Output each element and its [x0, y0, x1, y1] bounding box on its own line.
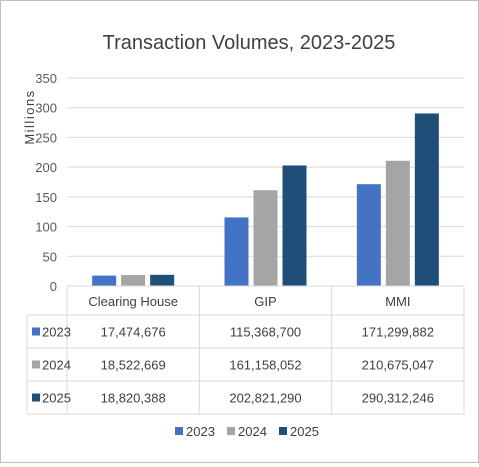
bar-2024-mmi: [385, 160, 410, 286]
bar-2025-clearing-house: [150, 274, 175, 286]
series-row-label: 2023: [42, 325, 71, 340]
legend: 2023 2024 2025: [175, 424, 319, 439]
bar-2023-gip: [224, 217, 249, 286]
y-tick-label: 350: [35, 71, 57, 86]
series-row-label: 2024: [42, 358, 71, 373]
bar-2025-gip: [282, 165, 307, 286]
series-row-label: 2025: [42, 391, 71, 406]
category-label: MMI: [385, 294, 410, 309]
bar-2025-mmi: [414, 113, 439, 286]
y-tick-label: 150: [35, 190, 57, 205]
legend-swatch: [227, 427, 235, 435]
y-tick-label: 250: [35, 130, 57, 145]
y-tick-label: 200: [35, 160, 57, 175]
bars: [92, 113, 439, 286]
y-axis: 0 50 100 150 200 250 300 350: [35, 71, 57, 294]
y-tick-label: 0: [50, 279, 57, 294]
data-label: 202,821,290: [229, 391, 301, 406]
bar-2023-clearing-house: [92, 275, 117, 286]
category-label: Clearing House: [88, 294, 178, 309]
series-key-swatch: [32, 393, 40, 402]
series-key-swatch: [32, 360, 40, 369]
bar-2024-gip: [253, 190, 278, 286]
legend-label: 2024: [238, 424, 267, 439]
legend-swatch: [175, 427, 183, 435]
y-tick-label: 100: [35, 220, 57, 235]
category-label: GIP: [254, 294, 276, 309]
y-tick-label: 300: [35, 101, 57, 116]
data-label: 210,675,047: [362, 358, 434, 373]
data-label: 171,299,882: [362, 325, 434, 340]
data-label: 290,312,246: [362, 391, 434, 406]
legend-swatch: [279, 427, 287, 435]
data-label: 18,522,669: [101, 358, 166, 373]
bar-2024-clearing-house: [121, 274, 146, 286]
series-key-swatch: [32, 327, 40, 336]
y-axis-label: Millions: [22, 89, 37, 144]
legend-label: 2025: [290, 424, 319, 439]
data-label: 18,820,388: [101, 391, 166, 406]
legend-label: 2023: [186, 424, 215, 439]
data-label: 17,474,676: [101, 325, 166, 340]
data-table: Clearing House GIP MMI 2023 17,474,676 115,36…: [26, 285, 465, 415]
y-tick-label: 50: [43, 249, 57, 264]
data-label: 161,158,052: [229, 358, 301, 373]
chart-title: Transaction Volumes, 2023-2025: [103, 32, 396, 54]
data-label: 115,368,700: [230, 325, 301, 340]
bar-2023-mmi: [356, 184, 381, 286]
